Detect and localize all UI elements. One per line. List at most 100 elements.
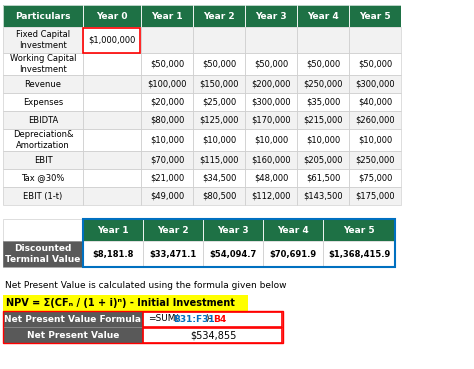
- Bar: [193, 27, 245, 53]
- Bar: [297, 75, 349, 93]
- Bar: [141, 93, 193, 111]
- Bar: [3, 111, 83, 129]
- Bar: [193, 187, 245, 205]
- Text: $49,000: $49,000: [150, 192, 184, 200]
- Text: Net Present Value is calculated using the formula given below: Net Present Value is calculated using th…: [5, 281, 286, 290]
- Bar: [297, 151, 349, 169]
- Bar: [83, 53, 141, 75]
- Bar: [3, 5, 83, 27]
- Bar: [83, 5, 141, 27]
- Bar: [141, 75, 193, 93]
- Bar: [297, 187, 349, 205]
- Text: $205,000: $205,000: [303, 155, 343, 165]
- Bar: [297, 169, 349, 187]
- Bar: [193, 169, 245, 187]
- Bar: [83, 151, 141, 169]
- Bar: [297, 187, 349, 205]
- Text: $70,000: $70,000: [150, 155, 184, 165]
- Bar: [349, 75, 401, 93]
- Text: $112,000: $112,000: [251, 192, 291, 200]
- Bar: [349, 169, 401, 187]
- Bar: [143, 219, 203, 241]
- Text: Depreciation&
Amortization: Depreciation& Amortization: [13, 130, 73, 150]
- Bar: [263, 219, 323, 241]
- Bar: [349, 27, 401, 53]
- Text: B4: B4: [213, 314, 226, 324]
- Text: $25,000: $25,000: [202, 97, 236, 107]
- Text: Tax @30%: Tax @30%: [21, 173, 64, 183]
- Bar: [141, 129, 193, 151]
- Text: $300,000: $300,000: [251, 97, 291, 107]
- Bar: [3, 111, 83, 129]
- Bar: [193, 75, 245, 93]
- Text: $160,000: $160,000: [251, 155, 291, 165]
- Bar: [143, 241, 203, 267]
- Bar: [297, 75, 349, 93]
- Bar: [245, 53, 297, 75]
- Bar: [297, 169, 349, 187]
- Bar: [245, 53, 297, 75]
- Bar: [349, 5, 401, 27]
- Bar: [245, 111, 297, 129]
- Bar: [83, 93, 141, 111]
- Text: $125,000: $125,000: [199, 115, 239, 124]
- Bar: [83, 219, 143, 241]
- Text: $100,000: $100,000: [147, 79, 187, 89]
- Bar: [3, 219, 83, 241]
- Bar: [83, 53, 141, 75]
- Bar: [3, 151, 83, 169]
- Text: Year 0: Year 0: [96, 11, 128, 21]
- Text: $48,000: $48,000: [254, 173, 288, 183]
- Bar: [245, 187, 297, 205]
- Text: $300,000: $300,000: [355, 79, 395, 89]
- Text: $34,500: $34,500: [202, 173, 236, 183]
- Bar: [263, 241, 323, 267]
- Bar: [297, 27, 349, 53]
- Bar: [349, 151, 401, 169]
- Bar: [193, 27, 245, 53]
- Bar: [245, 27, 297, 53]
- Bar: [349, 111, 401, 129]
- Bar: [297, 53, 349, 75]
- Text: NPV = Σ(CFₙ / (1 + i)ⁿ) - Initial Investment: NPV = Σ(CFₙ / (1 + i)ⁿ) - Initial Invest…: [6, 298, 235, 308]
- Text: $250,000: $250,000: [303, 79, 343, 89]
- Text: Year 4: Year 4: [277, 225, 309, 235]
- Text: Discounted
Terminal Value: Discounted Terminal Value: [5, 244, 81, 264]
- Bar: [141, 75, 193, 93]
- Bar: [323, 241, 395, 267]
- Text: EBIT (1-t): EBIT (1-t): [23, 192, 63, 200]
- Bar: [83, 169, 141, 187]
- Bar: [141, 111, 193, 129]
- Bar: [83, 27, 141, 53]
- Bar: [141, 53, 193, 75]
- Bar: [83, 169, 141, 187]
- Bar: [3, 53, 83, 75]
- Bar: [323, 219, 395, 241]
- Bar: [3, 27, 83, 53]
- Text: $170,000: $170,000: [251, 115, 291, 124]
- Text: Revenue: Revenue: [25, 79, 62, 89]
- Bar: [83, 111, 141, 129]
- Bar: [144, 328, 283, 342]
- Text: $200,000: $200,000: [251, 79, 291, 89]
- Text: $10,000: $10,000: [150, 135, 184, 145]
- Bar: [193, 53, 245, 75]
- Text: Particulars: Particulars: [15, 11, 71, 21]
- Bar: [203, 241, 263, 267]
- Text: $8,181.8: $8,181.8: [92, 249, 134, 259]
- Text: Year 3: Year 3: [217, 225, 249, 235]
- Text: $35,000: $35,000: [306, 97, 340, 107]
- Bar: [245, 169, 297, 187]
- Bar: [349, 53, 401, 75]
- Text: $70,691.9: $70,691.9: [269, 249, 317, 259]
- Text: Year 1: Year 1: [151, 11, 183, 21]
- Bar: [245, 169, 297, 187]
- Text: $10,000: $10,000: [254, 135, 288, 145]
- Text: $534,855: $534,855: [190, 330, 236, 340]
- Bar: [323, 241, 395, 267]
- Text: $75,000: $75,000: [358, 173, 392, 183]
- Text: $50,000: $50,000: [150, 59, 184, 69]
- Text: $250,000: $250,000: [355, 155, 395, 165]
- Bar: [3, 5, 83, 27]
- Bar: [3, 219, 83, 241]
